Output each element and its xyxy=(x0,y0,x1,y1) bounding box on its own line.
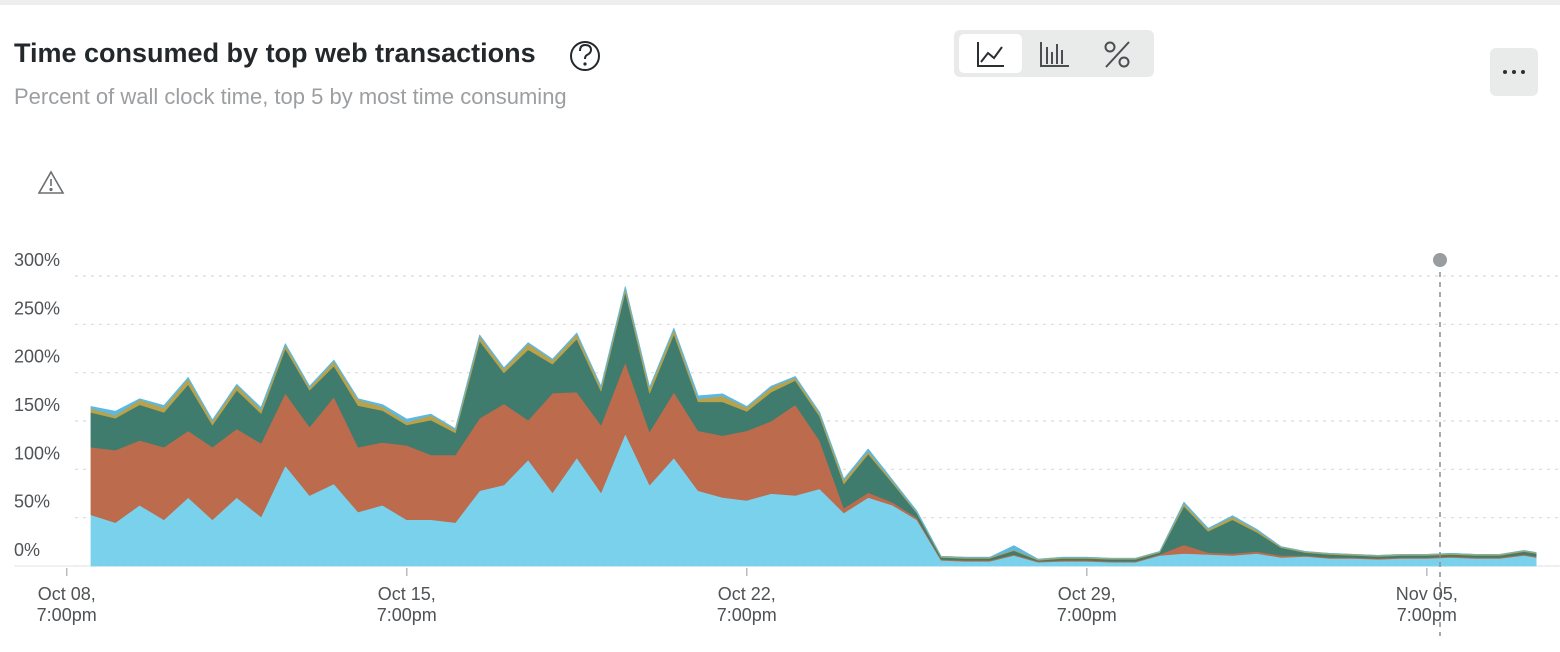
area-series xyxy=(90,286,1537,560)
help-icon[interactable] xyxy=(570,41,600,71)
y-tick-label: 200% xyxy=(14,347,60,367)
y-tick-label: 300% xyxy=(14,250,60,270)
chart-title: Time consumed by top web transactions xyxy=(14,38,536,68)
top-band xyxy=(0,0,1560,5)
area-view-button[interactable] xyxy=(959,34,1022,73)
x-tick-label: Nov 05, 7:00pm xyxy=(1395,584,1458,625)
x-tick-label: Oct 08, 7:00pm xyxy=(36,584,97,625)
y-tick-label: 50% xyxy=(14,492,50,512)
y-tick-label: 100% xyxy=(14,443,60,463)
y-tick-label: 150% xyxy=(14,395,60,415)
x-tick-label: Oct 15, 7:00pm xyxy=(376,584,437,625)
chart-subtitle: Percent of wall clock time, top 5 by mos… xyxy=(14,84,567,109)
x-tick-label: Oct 22, 7:00pm xyxy=(716,584,777,625)
bar-view-button[interactable] xyxy=(1040,42,1069,67)
warning-icon[interactable] xyxy=(37,170,65,194)
cursor-dot xyxy=(1433,253,1447,267)
more-menu-button[interactable] xyxy=(1490,48,1538,96)
y-tick-label: 250% xyxy=(14,298,60,318)
y-tick-label: 0% xyxy=(14,540,40,560)
x-tick-label: Oct 29, 7:00pm xyxy=(1056,584,1117,625)
percent-view-button[interactable] xyxy=(1104,41,1130,68)
